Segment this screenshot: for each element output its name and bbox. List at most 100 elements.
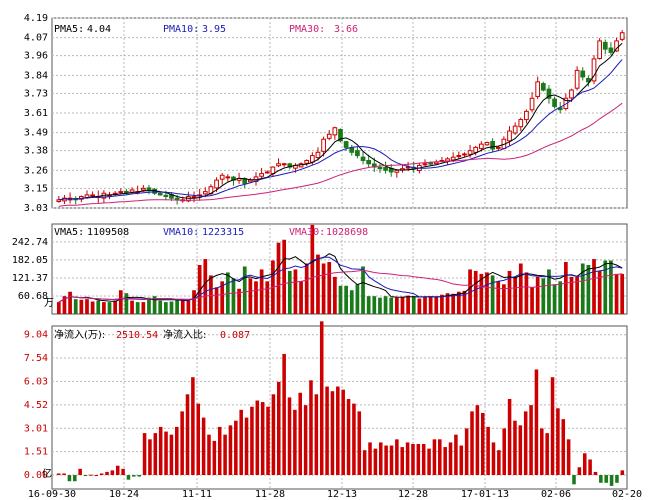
pma10-legend-label: PMA10:: [163, 24, 199, 35]
candle-body: [349, 147, 355, 153]
candle-body: [129, 189, 135, 193]
volume-bar: [220, 281, 225, 314]
candle-body: [608, 47, 614, 53]
net-inflow-bar: [325, 386, 329, 476]
volume-bar: [237, 288, 241, 314]
vma30-line: [58, 269, 623, 303]
volume-bar: [85, 299, 89, 314]
volume-bar: [135, 302, 140, 314]
vma10-legend-label: VMA10:: [163, 227, 199, 238]
candle-body: [428, 162, 433, 165]
candle-body: [512, 125, 518, 134]
volume-tick-label: 242.74: [12, 237, 48, 248]
net-inflow-bar: [384, 445, 388, 476]
pma30-line: [58, 102, 623, 207]
price-tick-label: 3.96: [24, 51, 48, 62]
candle-body: [219, 174, 225, 180]
volume-bar: [79, 299, 84, 314]
candle-body: [383, 167, 388, 171]
net-inflow-bar: [502, 428, 506, 476]
volume-bar: [169, 301, 174, 314]
volume-bar: [445, 293, 450, 314]
volume-bar: [496, 281, 501, 314]
net-inflow-bar: [421, 443, 426, 476]
price-tick-label: 3.15: [24, 183, 48, 194]
volume-bar: [603, 260, 608, 314]
candle-body: [546, 88, 552, 99]
net-inflow-bar: [110, 470, 115, 476]
net-inflow-ratio-value: 0.087: [220, 330, 250, 341]
candle-body: [259, 173, 264, 177]
candle-body: [490, 140, 495, 150]
volume-bar: [462, 290, 467, 314]
net-inflow-bar: [121, 468, 125, 476]
volume-bar: [394, 297, 399, 314]
volume-bar: [214, 287, 219, 314]
candle-body: [163, 194, 169, 198]
volume-bar: [344, 285, 348, 314]
pma5-legend-label: PMA5:: [54, 24, 84, 35]
vma30-legend-value: 1028698: [326, 227, 368, 238]
net-inflow-bar: [142, 433, 147, 476]
volume-bar: [383, 296, 388, 314]
net-inflow-bar: [480, 412, 485, 476]
candle-body: [580, 70, 586, 78]
net-inflow-bar: [330, 391, 335, 476]
candle-body: [140, 187, 146, 191]
pma5-line: [58, 42, 623, 201]
volume-bar: [56, 302, 61, 314]
date-tick-label: 02-20: [612, 489, 642, 500]
price-tick-label: 3.61: [24, 108, 48, 119]
volume-bar: [96, 300, 101, 314]
net-inflow-bar: [234, 420, 238, 476]
net-inflow-bar: [56, 473, 61, 476]
price-tick-label: 3.03: [24, 203, 48, 214]
volume-bar: [163, 302, 168, 314]
volume-bar: [299, 281, 303, 314]
candle-body: [484, 141, 490, 146]
candle-body: [518, 119, 524, 128]
net-inflow-bar: [137, 475, 141, 477]
volume-bar: [107, 302, 112, 314]
candle-body: [422, 163, 428, 166]
volume-bar: [158, 300, 163, 314]
net-inflow-bar: [427, 448, 431, 476]
net-inflow-bar: [212, 440, 217, 476]
candle-body: [321, 138, 326, 152]
net-inflow-bar: [99, 473, 104, 476]
volume-bar: [321, 263, 326, 314]
volume-bar: [265, 281, 270, 314]
volume-bar: [609, 260, 613, 314]
flow-tick-label: 7.54: [24, 353, 48, 364]
volume-bar: [620, 273, 625, 314]
net-inflow-bar: [588, 459, 592, 476]
candle-body: [186, 196, 191, 202]
volume-bar: [485, 272, 489, 314]
net-inflow-bar: [507, 398, 512, 476]
net-inflow-bar: [67, 475, 72, 482]
volume-bar: [310, 224, 315, 314]
volume-tick-label: 60.68: [18, 291, 48, 302]
candle-body: [540, 83, 546, 91]
net-inflow-bar: [169, 434, 174, 476]
volume-bar: [333, 276, 337, 314]
net-inflow-bar: [223, 434, 227, 476]
candle-body: [619, 32, 625, 40]
volume-bar: [124, 293, 129, 314]
price-tick-label: 4.19: [24, 13, 48, 24]
net-inflow-bar: [523, 411, 528, 476]
candle-body: [507, 130, 512, 142]
volume-bar: [118, 290, 123, 314]
net-inflow-bar: [201, 417, 206, 476]
volume-bar: [490, 275, 495, 314]
net-inflow-bar: [255, 400, 260, 476]
net-inflow-bar: [620, 470, 625, 476]
net-inflow-bar: [83, 475, 88, 477]
volume-bar: [327, 262, 332, 314]
price-tick-label: 4.07: [24, 33, 48, 44]
net-inflow-bar: [153, 433, 158, 476]
net-inflow-ratio-label: 净流入比:: [163, 328, 206, 341]
date-tick-label: 11-28: [255, 489, 285, 500]
volume-bar: [535, 276, 540, 314]
pma30-legend-value: 3.66: [334, 24, 358, 35]
